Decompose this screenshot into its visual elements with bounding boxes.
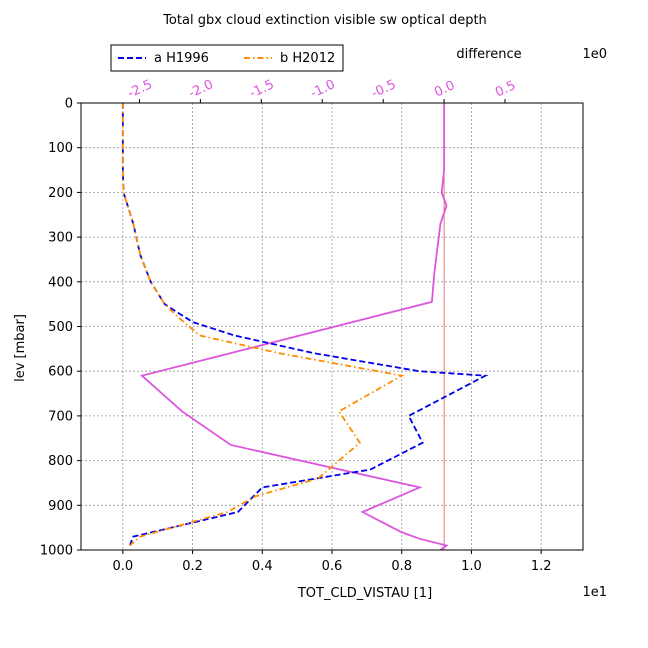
difference-axis-label: difference (456, 47, 521, 62)
legend-label-a: a H1996 (154, 51, 209, 66)
difference-axis-exponent: 1e0 (582, 47, 607, 62)
x-tick-label: 0.8 (391, 559, 412, 574)
difference-tick-label: 0.5 (493, 78, 518, 100)
y-tick-label: 400 (48, 275, 73, 290)
x-tick-label: 0.6 (322, 559, 343, 574)
x-tick-label: 0.2 (182, 559, 203, 574)
series-line-a (121, 103, 489, 546)
x-axis: 0.0 0.2 0.4 0.6 0.8 1.0 1.2 (112, 550, 552, 574)
x-axis-label: TOT_CLD_VISTAU [1] (297, 586, 432, 601)
x-axis-exponent: 1e1 (582, 585, 607, 600)
difference-tick-label: -2.0 (186, 77, 215, 101)
difference-tick-label: -1.0 (308, 77, 337, 101)
x-tick-label: 0.4 (252, 559, 273, 574)
y-tick-label: 600 (48, 365, 73, 380)
difference-tick-label: -2.5 (125, 77, 154, 101)
y-axis-label: lev [mbar] (13, 314, 28, 382)
legend-label-b: b H2012 (280, 51, 335, 66)
y-tick-label: 100 (48, 141, 73, 156)
y-tick-label: 800 (48, 454, 73, 469)
y-tick-label: 1000 (40, 544, 73, 559)
difference-tick-label: 0.0 (432, 78, 457, 100)
y-tick-label: 300 (48, 231, 73, 246)
series-line-b (121, 103, 405, 547)
y-tick-label: 200 (48, 186, 73, 201)
y-axis: 0 100 200 300 400 500 600 700 800 900 1000 (40, 97, 81, 559)
difference-tick-label: -1.5 (247, 77, 276, 101)
series-layer (121, 103, 489, 551)
difference-axis: -2.5 -2.0 -1.5 -1.0 -0.5 0.0 0.5 (125, 77, 518, 103)
difference-tick-label: -0.5 (369, 77, 398, 101)
y-tick-label: 500 (48, 320, 73, 335)
x-tick-label: 1.2 (531, 559, 552, 574)
difference-line (140, 103, 449, 551)
y-tick-label: 700 (48, 409, 73, 424)
legend-frame (110, 44, 344, 72)
y-tick-label: 900 (48, 499, 73, 514)
legend: a H1996 b H2012 (110, 44, 344, 72)
grid-layer (81, 102, 583, 551)
x-tick-label: 0.0 (112, 559, 133, 574)
x-tick-label: 1.0 (461, 559, 482, 574)
y-tick-label: 0 (65, 97, 73, 112)
chart-title: Total gbx cloud extinction visible sw op… (162, 13, 487, 28)
